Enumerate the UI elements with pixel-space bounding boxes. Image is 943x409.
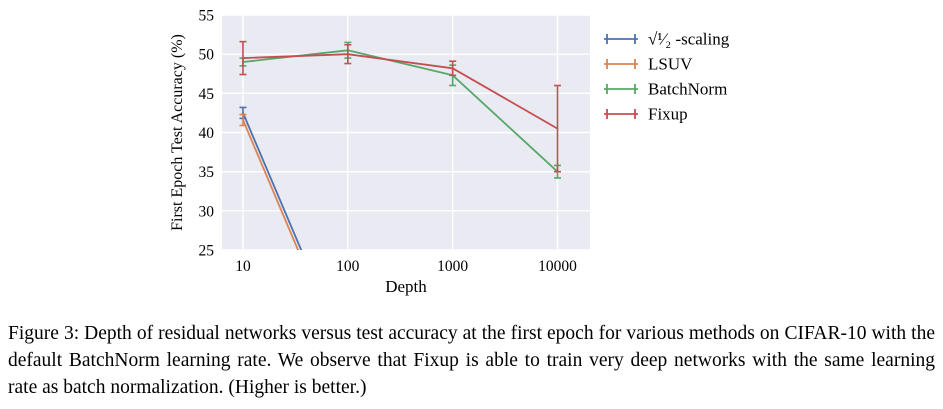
- legend-errorbar-key: [604, 59, 638, 69]
- errorbar-fixup: [449, 60, 457, 77]
- chart-svg: 25 30 35 40 45 50 55 10 100 1000 10000 Depth First E…: [169, 8, 730, 297]
- legend-item-batchnorm: BatchNorm: [604, 80, 727, 99]
- legend-label: √¹⁄₂ -scaling: [648, 30, 730, 49]
- x-axis-label: Depth: [385, 277, 427, 296]
- y-tick-label: 45: [199, 86, 215, 103]
- legend-label: LSUV: [648, 55, 693, 74]
- series-fixup: [239, 40, 561, 173]
- legend-item-fixup: Fixup: [604, 105, 688, 124]
- errorbar-lsuv: [239, 113, 247, 127]
- legend: √¹⁄₂ -scaling LSUV BatchNorm Fixup: [604, 30, 730, 124]
- legend-label: BatchNorm: [648, 80, 727, 99]
- x-tick-labels: 10 100 1000 10000: [235, 258, 577, 275]
- y-tick-labels: 25 30 35 40 45 50 55: [199, 8, 215, 260]
- legend-errorbar-key: [604, 109, 638, 119]
- legend-item-scaling: √¹⁄₂ -scaling: [604, 30, 730, 49]
- series-line-scaling: [242, 112, 303, 250]
- figure-3-chart: 25 30 35 40 45 50 55 10 100 1000 10000 Depth First E…: [169, 8, 730, 297]
- series-line-lsuv: [242, 119, 300, 250]
- errorbar-fixup: [239, 40, 247, 76]
- y-tick-label: 50: [199, 47, 215, 64]
- y-tick-label: 35: [199, 164, 215, 181]
- y-tick-label: 40: [199, 125, 215, 142]
- y-tick-label: 30: [199, 203, 215, 220]
- x-tick-label: 10: [235, 258, 251, 275]
- y-axis-label: First Epoch Test Accuracy (%): [169, 34, 186, 231]
- x-tick-label: 1000: [437, 258, 468, 275]
- y-tick-label: 55: [199, 8, 215, 25]
- errorbar-fixup: [553, 84, 561, 173]
- series-line-fixup: [242, 53, 559, 130]
- errorbar-fixup: [344, 43, 352, 65]
- legend-errorbar-key: [604, 34, 638, 44]
- legend-item-lsuv: LSUV: [604, 55, 693, 74]
- x-tick-label: 100: [336, 258, 360, 275]
- y-tick-label: 25: [199, 243, 215, 260]
- x-tick-label: 10000: [538, 258, 577, 275]
- figure-caption: Figure 3: Depth of residual networks ver…: [8, 323, 935, 398]
- legend-errorbar-key: [604, 84, 638, 94]
- legend-label: Fixup: [648, 105, 688, 124]
- series-lsuv: [239, 113, 300, 250]
